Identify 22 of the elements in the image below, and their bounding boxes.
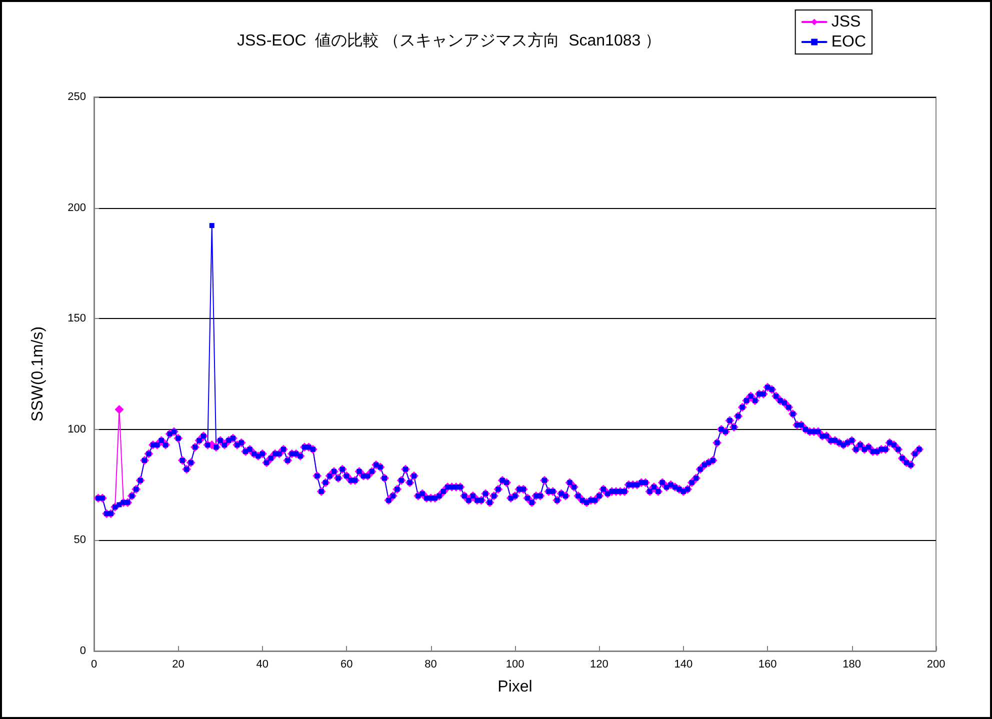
y-tick-label: 150: [68, 312, 86, 325]
y-tick-label: 250: [68, 91, 86, 103]
x-tick-label: 40: [256, 658, 269, 670]
x-tick-label: 100: [506, 658, 524, 670]
x-tick-label: 140: [674, 658, 693, 670]
y-tick-label: 200: [68, 202, 86, 214]
y-tick-label: 100: [68, 423, 86, 436]
y-tick-label: 0: [80, 645, 86, 657]
x-tick-label: 60: [340, 658, 353, 670]
y-axis-title: SSW(0.1m/s): [30, 326, 46, 422]
x-tick-label: 20: [172, 658, 184, 670]
x-tick-label: 160: [758, 658, 777, 670]
x-tick-label: 80: [424, 658, 437, 670]
chart-title: JSS-EOC 値の比較 （スキャンアジマス方向 Scan1083 ）: [237, 32, 662, 50]
x-tick-label: 120: [590, 658, 608, 670]
legend-label: EOC: [831, 34, 866, 50]
x-tick-label: 0: [90, 658, 98, 670]
x-axis-title: Pixel: [498, 678, 532, 696]
x-tick-label: 180: [842, 658, 861, 670]
y-tick-label: 50: [74, 534, 86, 546]
x-tick-label: 200: [926, 658, 946, 670]
legend-label: JSS: [831, 14, 861, 30]
